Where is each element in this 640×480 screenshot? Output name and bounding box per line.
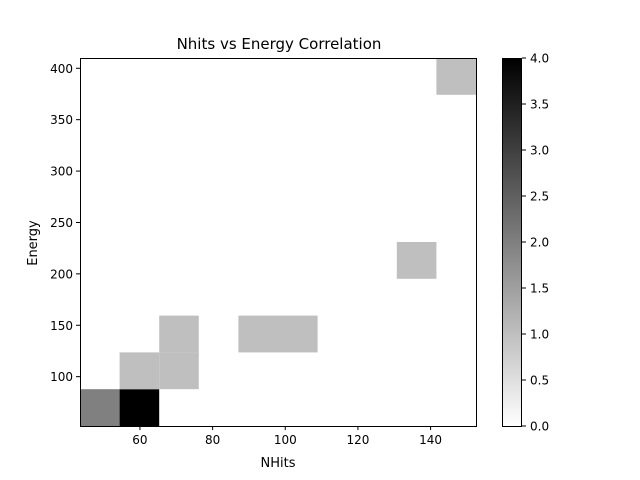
heatmap-cell (80, 389, 120, 426)
heatmap-cells (80, 58, 476, 426)
colorbar-tick-label: 2.5 (530, 190, 549, 204)
colorbar-ticks: 0.0 0.5 1.0 1.5 2.0 2.5 3.0 3.5 4.0 (522, 52, 549, 434)
heatmap-cell (396, 242, 437, 279)
y-tick-label: 400 (50, 62, 73, 76)
colorbar-tick-label: 1.0 (530, 328, 549, 342)
x-tick-label: 120 (346, 433, 369, 447)
colorbar-tick-label: 2.0 (530, 236, 549, 250)
y-tick-label: 350 (50, 113, 73, 127)
heatmap-cell (119, 352, 160, 390)
heatmap-cell (159, 352, 199, 390)
y-tick-label: 150 (50, 319, 73, 333)
heatmap-cell (436, 58, 476, 95)
x-tick-label: 60 (132, 433, 147, 447)
heatmap-cell (159, 315, 199, 353)
x-axis-label: NHits (261, 456, 296, 471)
x-tick-label: 80 (205, 433, 220, 447)
y-axis-ticks: 100 150 200 250 300 350 400 (50, 62, 80, 384)
y-tick-label: 250 (50, 216, 73, 230)
heatmap-cell (238, 315, 278, 353)
y-tick-label: 300 (50, 165, 73, 179)
y-tick-label: 100 (50, 370, 73, 384)
heatmap-cell (278, 315, 318, 353)
x-tick-label: 100 (274, 433, 297, 447)
plot-frame (80, 58, 477, 427)
colorbar-tick-label: 4.0 (530, 52, 549, 66)
colorbar (502, 58, 522, 427)
x-axis-ticks: 60 80 100 120 140 (132, 426, 442, 447)
y-tick-label: 200 (50, 267, 73, 281)
colorbar-tick-label: 0.0 (530, 420, 549, 434)
y-axis-label: Energy (26, 220, 41, 266)
heatmap-cell (119, 389, 160, 426)
colorbar-tick-label: 3.5 (530, 98, 549, 112)
colorbar-tick-label: 0.5 (530, 374, 549, 388)
chart-title: Nhits vs Energy Correlation (177, 35, 382, 53)
colorbar-tick-label: 3.0 (530, 144, 549, 158)
colorbar-tick-label: 1.5 (530, 282, 549, 296)
x-tick-label: 140 (419, 433, 442, 447)
